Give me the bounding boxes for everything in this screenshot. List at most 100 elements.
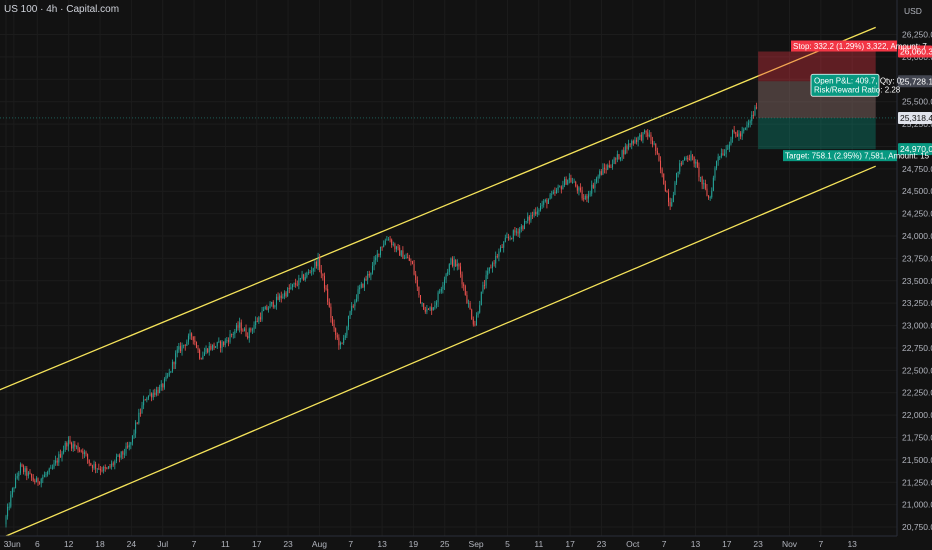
candle-body — [23, 466, 25, 472]
candle-body — [479, 305, 481, 313]
candle-body — [146, 398, 148, 400]
candle-body — [375, 257, 377, 261]
currency-label: USD — [904, 6, 922, 16]
candle-body — [351, 305, 353, 312]
candle-body — [554, 191, 556, 193]
candle-body — [202, 355, 204, 360]
candle-body — [231, 334, 233, 336]
candle-body — [13, 487, 15, 489]
price-channel — [0, 26, 876, 537]
candle-body — [325, 288, 327, 290]
candle-body — [378, 253, 380, 255]
candle-body — [245, 328, 247, 336]
candle-body — [399, 247, 401, 256]
candle-body — [511, 237, 513, 239]
price-tick-label: 24,250.0 — [902, 209, 932, 219]
candle-body — [551, 193, 553, 195]
candle-body — [583, 198, 585, 200]
candle-body — [344, 335, 346, 338]
candle-body — [275, 296, 277, 306]
candle-body — [101, 470, 103, 472]
candle-body — [453, 260, 455, 266]
candle-body — [392, 244, 394, 245]
candle-body — [187, 335, 189, 342]
candle-body — [323, 275, 325, 289]
candle-body — [43, 474, 45, 478]
candle-body — [485, 275, 487, 286]
candle-body — [735, 131, 737, 135]
candle-body — [572, 182, 574, 183]
price-tick-label: 21,250.0 — [902, 477, 932, 487]
candle-body — [596, 178, 598, 183]
candle-body — [419, 295, 421, 304]
candle-body — [407, 257, 409, 259]
candle-body — [192, 336, 194, 341]
candle-body — [151, 393, 153, 398]
candle-body — [455, 260, 457, 267]
price-tick-label: 24,500.0 — [902, 186, 932, 196]
candle-body — [415, 274, 417, 281]
candle-body — [95, 464, 97, 469]
candle-body — [75, 445, 77, 447]
candle-body — [411, 261, 413, 265]
candle-body — [69, 440, 71, 443]
candle-body — [333, 323, 335, 329]
candle-body — [195, 342, 197, 348]
candle-body — [111, 463, 113, 467]
candle-body — [51, 467, 53, 469]
candle-body — [567, 179, 569, 185]
candle-body — [503, 242, 505, 248]
candle-body — [512, 230, 514, 239]
candle-body — [251, 329, 253, 331]
candle-body — [754, 107, 756, 116]
channel-upper-line — [0, 26, 876, 391]
candle-body — [708, 195, 710, 198]
candle-body — [312, 268, 314, 272]
candle-body — [149, 393, 151, 396]
candle-body — [199, 349, 201, 359]
price-tick-label: 21,000.0 — [902, 500, 932, 510]
candle-body — [56, 460, 58, 463]
candle-body — [152, 392, 154, 398]
candle-body — [544, 199, 546, 202]
candle-body — [655, 143, 657, 151]
price-tick-label: 23,250.0 — [902, 298, 932, 308]
candle-body — [716, 161, 718, 169]
candle-body — [287, 288, 289, 297]
candle-body — [96, 468, 98, 470]
candle-body — [660, 160, 662, 170]
time-tick-label: Jun — [7, 539, 21, 549]
candle-body — [658, 153, 660, 161]
candle-body — [636, 140, 638, 142]
candle-body — [74, 444, 76, 447]
candle-body — [682, 160, 684, 165]
candle-body — [744, 127, 746, 130]
candle-body — [7, 506, 9, 517]
candle-body — [18, 472, 20, 477]
candle-body — [331, 317, 333, 324]
candle-body — [349, 311, 351, 316]
candle-body — [637, 136, 639, 142]
candle-body — [448, 264, 450, 272]
time-tick-label: 7 — [192, 539, 197, 549]
time-tick-label: Sep — [469, 539, 484, 549]
candle-body — [128, 444, 130, 448]
candle-body — [53, 463, 55, 468]
price-tick-label: 22,750.0 — [902, 343, 932, 353]
candle-body — [343, 337, 345, 343]
candle-body — [717, 156, 719, 162]
candle-body — [700, 177, 702, 178]
candle-body — [624, 146, 626, 155]
candle-body — [119, 455, 121, 458]
candle-body — [165, 375, 167, 380]
candle-body — [480, 291, 482, 306]
time-tick-label: 25 — [440, 539, 450, 549]
candle-body — [450, 258, 452, 265]
time-tick-label: 11 — [534, 539, 543, 549]
candle-body — [496, 256, 498, 257]
candle-body — [439, 291, 441, 293]
candle-body — [99, 468, 101, 471]
candle-body — [346, 326, 348, 336]
candle-body — [39, 482, 41, 484]
